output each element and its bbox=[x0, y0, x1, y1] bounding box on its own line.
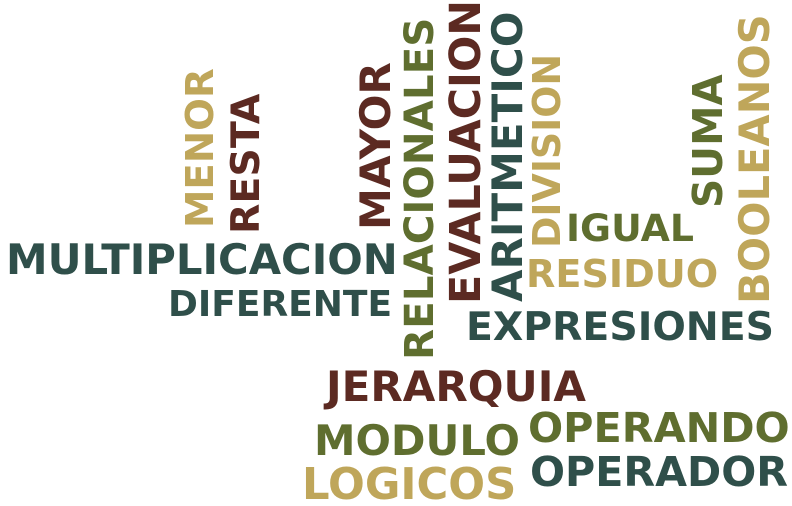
word-evaluacion: EVALUACION bbox=[440, 0, 491, 304]
word-jerarquia: JERARQUIA bbox=[326, 361, 586, 411]
word-suma: SUMA bbox=[683, 74, 732, 208]
word-operador: OPERADOR bbox=[530, 448, 789, 497]
word-logicos: LOGICOS bbox=[302, 460, 517, 506]
word-aritmetico: ARITMETICO bbox=[482, 11, 532, 302]
word-menor: MENOR bbox=[177, 68, 223, 228]
word-expresiones: EXPRESIONES bbox=[466, 304, 775, 351]
word-multiplicacion: MULTIPLICACION bbox=[6, 235, 398, 285]
word-operando: OPERANDO bbox=[528, 404, 790, 453]
word-residuo: RESIDUO bbox=[526, 252, 719, 297]
word-resta: RESTA bbox=[223, 93, 270, 234]
word-diferente: DIFERENTE bbox=[168, 283, 393, 325]
word-relacionales: RELACIONALES bbox=[394, 17, 443, 360]
word-mayor: MAYOR bbox=[350, 62, 400, 230]
word-igual: IGUAL bbox=[566, 206, 694, 251]
word-modulo: MODULO bbox=[314, 416, 520, 466]
word-division: DIVISION bbox=[525, 53, 570, 248]
word-booleanos: BOOLEANOS bbox=[730, 14, 780, 304]
